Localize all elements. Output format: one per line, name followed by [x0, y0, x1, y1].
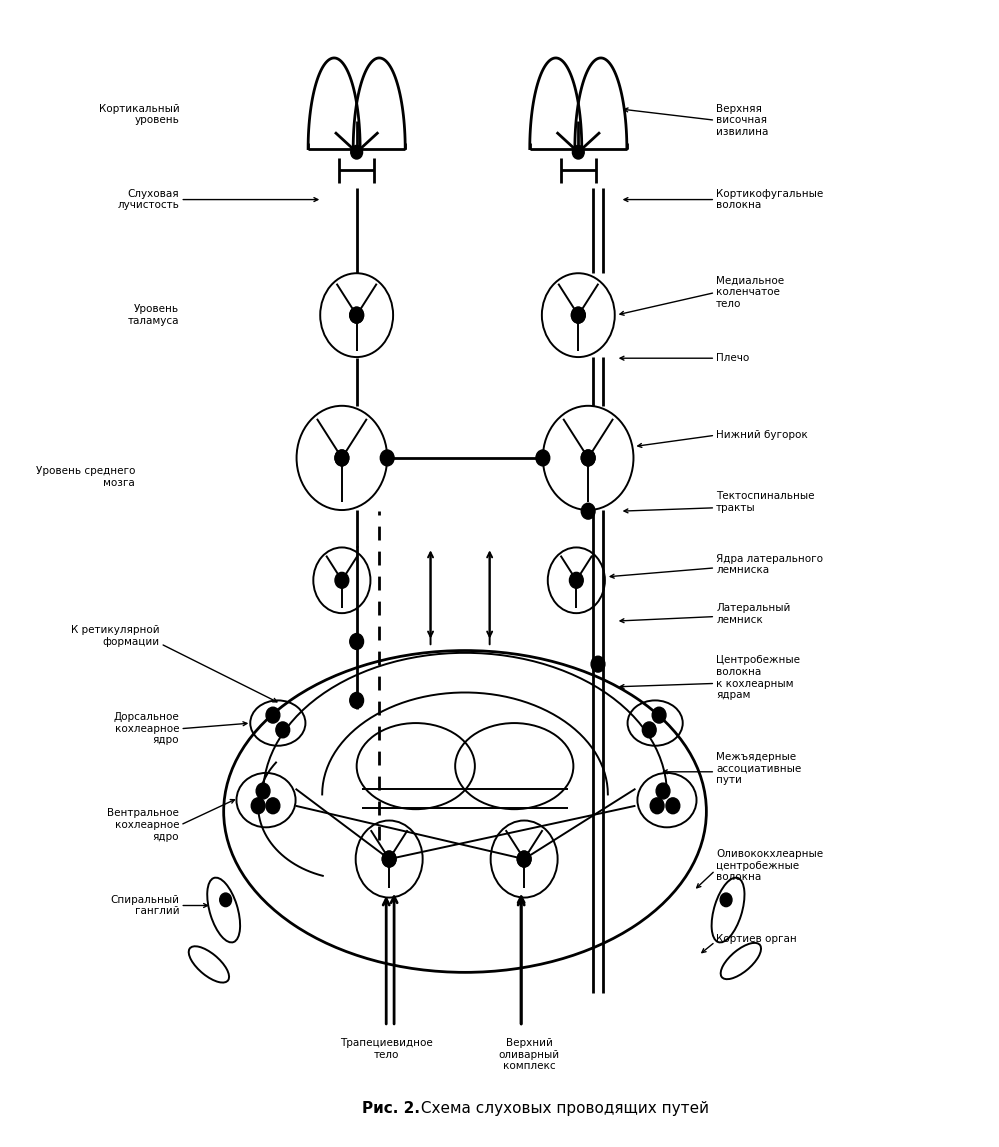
Text: Верхняя
височная
извилина: Верхняя височная извилина [716, 103, 768, 136]
Circle shape [350, 693, 364, 709]
Circle shape [581, 450, 595, 466]
Circle shape [591, 656, 605, 672]
Circle shape [350, 633, 364, 649]
Text: Дорсальное
кохлеарное
ядро: Дорсальное кохлеарное ядро [114, 712, 180, 746]
Text: Оливококхлеарные
центробежные
волокна: Оливококхлеарные центробежные волокна [716, 849, 823, 882]
Circle shape [571, 307, 585, 323]
Text: Уровень
таламуса: Уровень таламуса [128, 304, 180, 326]
Circle shape [517, 851, 531, 867]
Text: Кортикальный
уровень: Кортикальный уровень [99, 103, 180, 125]
Text: Медиальное
коленчатое
тело: Медиальное коленчатое тело [716, 276, 784, 309]
Circle shape [335, 450, 349, 466]
Circle shape [276, 721, 290, 738]
Circle shape [383, 851, 396, 867]
Circle shape [535, 450, 549, 466]
Circle shape [656, 783, 670, 799]
Circle shape [581, 450, 595, 466]
Text: Тектоспинальные
тракты: Тектоспинальные тракты [716, 491, 815, 513]
Circle shape [581, 504, 595, 520]
Text: Межъядерные
ассоциативные
пути: Межъядерные ассоциативные пути [716, 751, 801, 785]
Circle shape [335, 450, 349, 466]
Text: Спиральный
ганглий: Спиральный ганглий [110, 895, 180, 916]
Circle shape [252, 798, 265, 813]
Text: Нижний бугорок: Нижний бугорок [716, 430, 808, 440]
Text: К ретикулярной
формации: К ретикулярной формации [71, 625, 160, 647]
Circle shape [351, 146, 363, 159]
Text: Верхний
оливарный
комплекс: Верхний оливарный комплекс [499, 1038, 559, 1071]
Circle shape [335, 572, 349, 588]
Text: Уровень среднего
мозга: Уровень среднего мозга [36, 467, 135, 487]
Text: Кортиев орган: Кортиев орган [716, 935, 797, 944]
Circle shape [266, 708, 280, 723]
Circle shape [650, 798, 664, 813]
Text: Ядра латерального
лемниска: Ядра латерального лемниска [716, 554, 823, 576]
Circle shape [666, 798, 679, 813]
Circle shape [381, 450, 394, 466]
Circle shape [266, 798, 280, 813]
Circle shape [350, 307, 364, 323]
Circle shape [383, 851, 396, 867]
Circle shape [642, 721, 656, 738]
Circle shape [572, 146, 584, 159]
Circle shape [220, 894, 232, 906]
Text: Латеральный
лемниск: Латеральный лемниск [716, 603, 790, 625]
Circle shape [720, 894, 732, 906]
Circle shape [350, 307, 364, 323]
Circle shape [256, 783, 270, 799]
Circle shape [517, 851, 531, 867]
Text: Центробежные
волокна
к кохлеарным
ядрам: Центробежные волокна к кохлеарным ядрам [716, 655, 800, 700]
Text: Схема слуховых проводящих путей: Схема слуховых проводящих путей [416, 1101, 708, 1116]
Circle shape [569, 572, 583, 588]
Text: Плечо: Плечо [716, 353, 749, 364]
Text: Кортикофугальные
волокна: Кортикофугальные волокна [716, 189, 823, 210]
Text: Вентральное
кохлеарное
ядро: Вентральное кохлеарное ядро [108, 809, 180, 842]
Text: Трапециевидное
тело: Трапециевидное тело [340, 1038, 433, 1060]
Circle shape [652, 708, 666, 723]
Circle shape [571, 307, 585, 323]
Text: Слуховая
лучистость: Слуховая лучистость [118, 189, 180, 210]
Text: Рис. 2.: Рис. 2. [362, 1101, 420, 1116]
